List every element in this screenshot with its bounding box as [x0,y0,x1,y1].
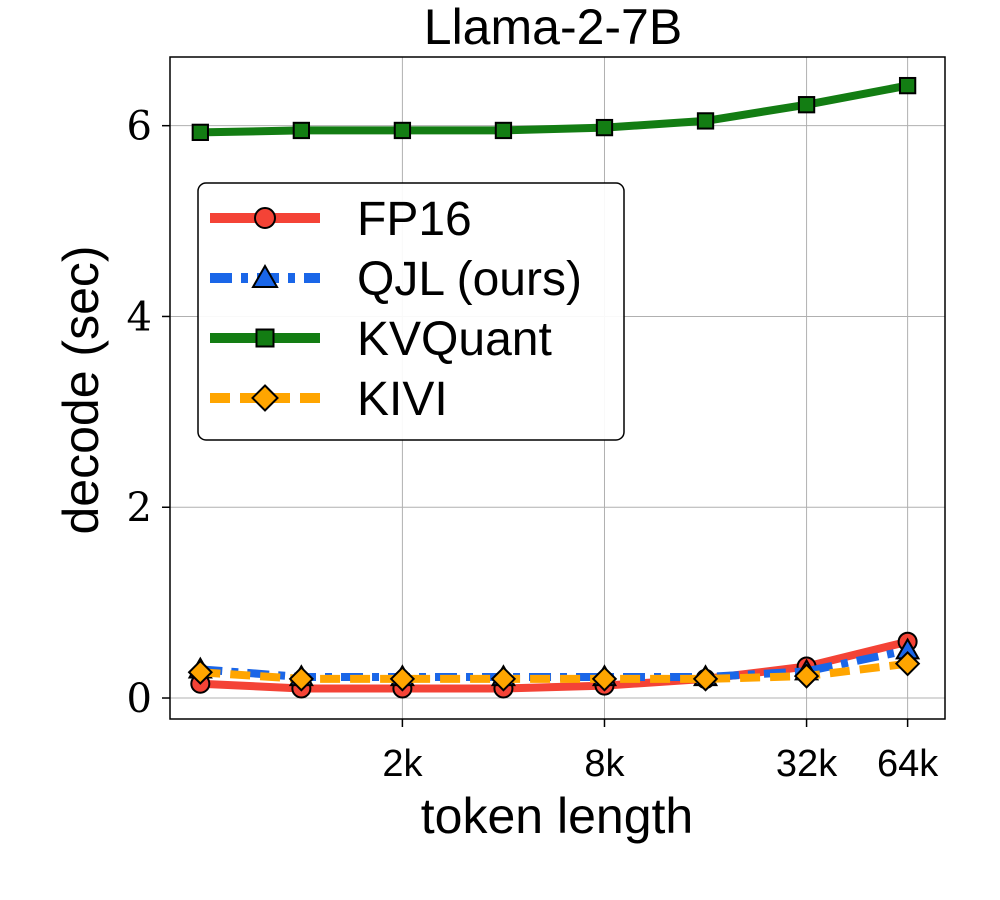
legend-label: FP16 [357,193,472,246]
y-tick-label: 2 [127,485,152,531]
data-point [898,76,917,95]
legend-marker [254,207,276,229]
y-tick-label: 0 [127,676,152,722]
y-tick-label: 4 [127,294,152,340]
data-point [490,666,517,692]
y-axis-label: decode (sec) [53,245,109,534]
legend-entry: KIVI [210,373,448,426]
data-point [292,121,311,140]
legend-box [197,182,625,441]
legend-label: QJL (ours) [357,253,582,306]
data-point [591,666,618,692]
y-axis-ticks: 0 2 4 6 [127,104,170,722]
data-point [187,659,213,685]
x-tick-label: 32k [776,743,838,785]
x-axis-ticks: 2k 8k 32k 64k [382,719,939,785]
legend-entry: QJL (ours) [210,253,582,306]
plot-frame [169,56,946,720]
data-point [494,121,513,140]
legend-marker [251,384,279,412]
data-point [393,121,412,140]
series-line [200,637,909,693]
data-point [894,651,921,677]
data-point [793,663,820,689]
data-point [595,118,614,137]
legend-marker [255,328,275,348]
chart-title: Llama-2-7B [424,0,682,55]
series-line [200,81,909,137]
legend-entry: FP16 [210,193,472,246]
legend-label: KIVI [357,373,448,426]
series-kivi [187,651,921,692]
data-point [389,666,416,692]
series-layer [187,76,921,699]
x-axis-label: token length [421,788,693,844]
data-point [191,123,209,142]
x-tick-label: 2k [382,743,423,785]
data-point [692,666,719,692]
legend-marker [251,263,279,288]
series-line [200,659,909,683]
legend: FP16 QJL (ours) KVQuant KIVI [197,182,625,441]
series-kvquant [191,76,917,142]
legend-label: KVQuant [357,313,552,366]
x-tick-label: 8k [584,743,625,785]
data-point [288,666,315,692]
legend-entry: KVQuant [210,313,552,366]
data-point [696,112,715,130]
data-point [797,96,816,114]
y-tick-label: 6 [127,104,152,150]
x-tick-label: 64k [877,743,939,785]
